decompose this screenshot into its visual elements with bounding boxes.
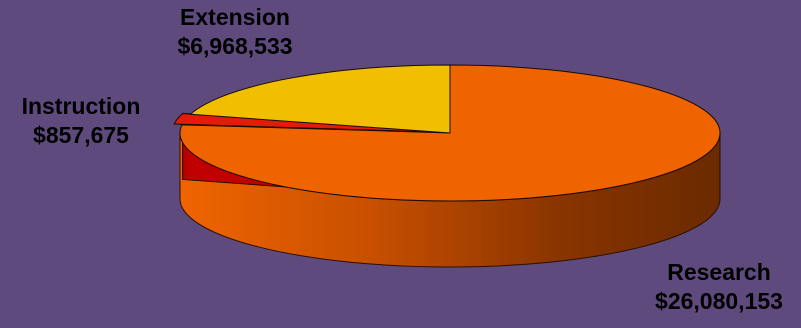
slice-label-extension-name: Extension: [180, 4, 290, 30]
slice-extension: [189, 64, 451, 134]
slice-label-instruction-value: $857,675: [33, 122, 129, 148]
slice-label-extension: Extension $6,968,533: [160, 3, 310, 61]
slice-label-extension-value: $6,968,533: [177, 33, 293, 59]
slice-label-research-value: $26,080,153: [655, 288, 783, 314]
slice-label-research: Research $26,080,153: [640, 258, 798, 316]
slice-label-instruction: Instruction $857,675: [0, 92, 162, 150]
slice-label-research-name: Research: [667, 259, 771, 285]
slice-label-instruction-name: Instruction: [21, 93, 141, 119]
